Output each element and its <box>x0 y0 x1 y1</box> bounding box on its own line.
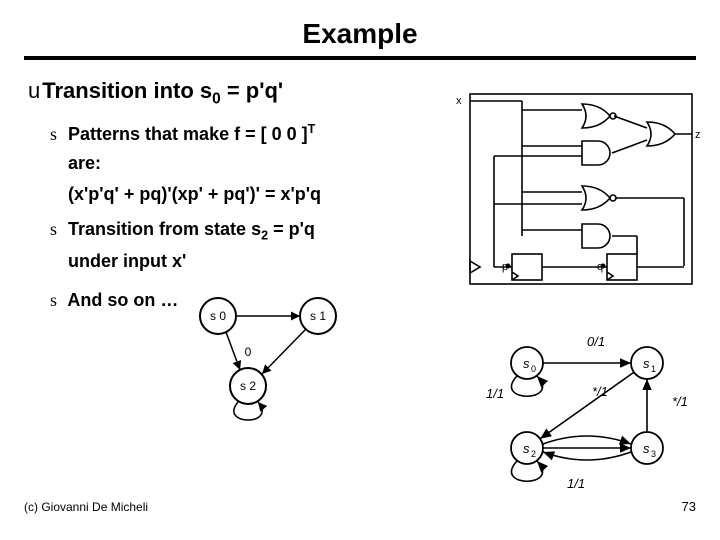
svg-text:s 2: s 2 <box>240 379 256 393</box>
footer-copyright: (c) Giovanni De Micheli <box>24 500 148 514</box>
page-number: 73 <box>682 499 696 514</box>
slide-title: Example <box>0 0 720 50</box>
b2-pre: Transition from state s <box>68 219 261 239</box>
mainline-suffix: = p'q' <box>221 78 283 103</box>
svg-text:0: 0 <box>245 345 252 359</box>
svg-text:*/1: */1 <box>592 384 608 399</box>
bullet-s-marker: s <box>50 124 57 144</box>
small-fsm-diagram: s 0 s 1 s 2 0 <box>188 296 358 431</box>
svg-text:x: x <box>456 95 462 107</box>
svg-text:s: s <box>643 356 650 371</box>
svg-text:s 0: s 0 <box>210 309 226 323</box>
bullet-s-marker: s <box>50 290 57 310</box>
svg-text:s: s <box>523 441 530 456</box>
svg-text:s 1: s 1 <box>310 309 326 323</box>
svg-text:3: 3 <box>651 449 656 459</box>
svg-text:1: 1 <box>651 364 656 374</box>
b1-pre: Patterns that make f = [ 0 0 ] <box>68 124 308 144</box>
bullet-s-marker: s <box>50 219 57 239</box>
mainline-sub: 0 <box>212 90 221 107</box>
svg-text:0/1: 0/1 <box>587 334 605 349</box>
b1-sup: T <box>308 122 316 136</box>
svg-text:0: 0 <box>531 364 536 374</box>
svg-text:s: s <box>523 356 530 371</box>
svg-text:z: z <box>695 129 701 141</box>
svg-text:2: 2 <box>531 449 536 459</box>
state-machine-diagram: s0s1s2s30/11/1*/1*/11/1 <box>472 328 702 503</box>
svg-text:*/1: */1 <box>672 394 688 409</box>
b2-suf: = p'q <box>268 219 315 239</box>
logic-circuit-diagram: xzpq <box>452 86 702 296</box>
svg-text:1/1: 1/1 <box>486 386 504 401</box>
u-bullet: u <box>28 78 40 103</box>
mainline-prefix: Transition into s <box>42 78 212 103</box>
b3-pre: And so on … <box>67 290 178 310</box>
svg-text:s: s <box>643 441 650 456</box>
svg-text:1/1: 1/1 <box>567 476 585 491</box>
